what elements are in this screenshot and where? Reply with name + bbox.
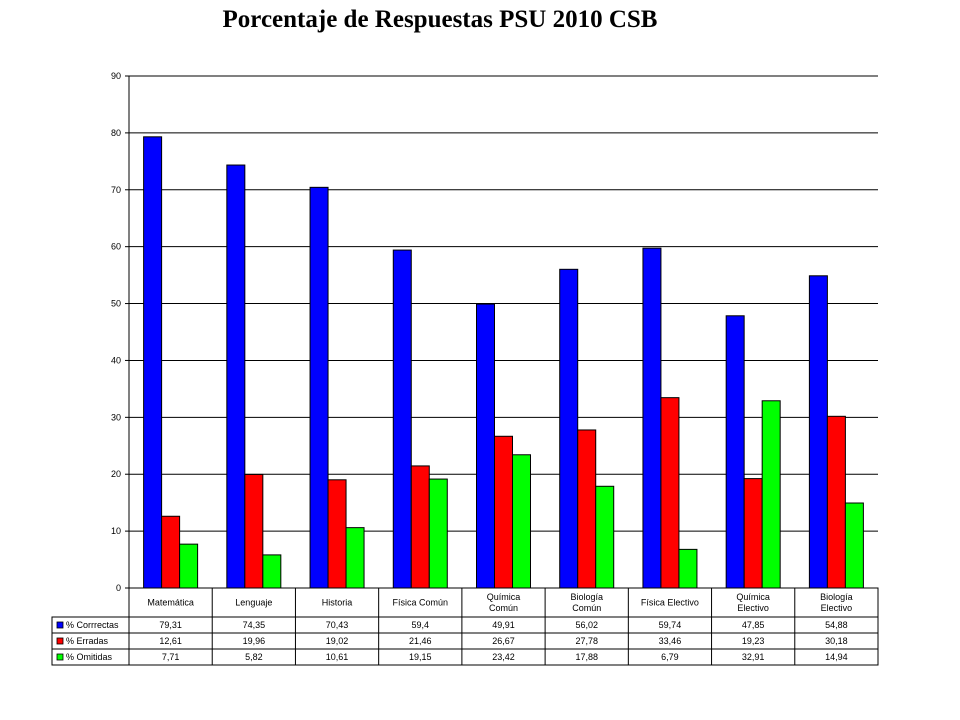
bar-omitidas xyxy=(761,400,781,589)
y-tick-label: 30 xyxy=(111,412,121,422)
y-tick-label: 20 xyxy=(111,469,121,479)
data-table-value: 21,46 xyxy=(409,636,432,646)
data-table-value: 7,71 xyxy=(162,652,180,662)
bar-erradas xyxy=(161,515,181,589)
bar-omitidas xyxy=(179,543,199,589)
y-tick-label: 70 xyxy=(111,185,121,195)
legend-series-name: % Omitidas xyxy=(66,652,113,662)
data-table-value: 10,61 xyxy=(326,652,349,662)
data-table-value: 70,43 xyxy=(326,620,349,630)
legend-series-name: % Erradas xyxy=(66,636,109,646)
y-tick-label: 0 xyxy=(116,583,121,593)
bar-correctas xyxy=(143,136,163,589)
data-table-value: 79,31 xyxy=(159,620,182,630)
category-label: Lenguaje xyxy=(235,598,272,608)
category-label: Física Electivo xyxy=(641,598,699,608)
data-table-value: 56,02 xyxy=(575,620,598,630)
data-table-value: 74,35 xyxy=(243,620,266,630)
data-table-value: 32,91 xyxy=(742,652,765,662)
data-table-value: 23,42 xyxy=(492,652,515,662)
bar-omitidas xyxy=(595,485,615,589)
bar-correctas xyxy=(559,268,579,589)
bar-correctas xyxy=(476,303,495,589)
bar-erradas xyxy=(660,397,680,589)
legend-swatch xyxy=(56,637,64,645)
bar-correctas xyxy=(725,315,745,589)
bar-erradas xyxy=(410,465,430,589)
bar-erradas xyxy=(244,473,264,589)
legend-swatch xyxy=(56,653,64,661)
data-table-value: 59,74 xyxy=(659,620,682,630)
y-tick-label: 60 xyxy=(111,242,121,252)
data-table-value: 19,96 xyxy=(243,636,266,646)
category-label: Química xyxy=(736,592,770,602)
data-table-value: 54,88 xyxy=(825,620,848,630)
data-table-value: 59,4 xyxy=(412,620,430,630)
category-label: Química xyxy=(487,592,521,602)
bar-erradas xyxy=(494,435,513,589)
data-table-value: 30,18 xyxy=(825,636,848,646)
data-table-value: 19,23 xyxy=(742,636,765,646)
bar-omitidas xyxy=(678,548,698,589)
bar-erradas xyxy=(577,429,597,589)
bar-erradas xyxy=(327,479,347,589)
category-label: Común xyxy=(489,603,518,613)
data-table-value: 12,61 xyxy=(159,636,182,646)
y-tick-label: 90 xyxy=(111,71,121,81)
bar-omitidas xyxy=(512,454,531,589)
data-table-value: 14,94 xyxy=(825,652,848,662)
bar-erradas xyxy=(826,415,846,589)
data-table-value: 17,88 xyxy=(575,652,598,662)
data-table-value: 27,78 xyxy=(575,636,598,646)
bar-correctas xyxy=(642,247,662,589)
legend-series-name: % Corrrectas xyxy=(66,620,119,630)
data-table-value: 47,85 xyxy=(742,620,765,630)
bar-correctas xyxy=(808,275,828,589)
category-label: Biología xyxy=(570,592,603,602)
bar-omitidas xyxy=(844,502,864,589)
data-table-value: 19,02 xyxy=(326,636,349,646)
data-table-value: 5,82 xyxy=(245,652,263,662)
category-label: Matemática xyxy=(147,598,194,608)
bar-correctas xyxy=(392,249,412,589)
y-tick-label: 40 xyxy=(111,355,121,365)
category-label: Física Común xyxy=(393,598,449,608)
legend-swatch xyxy=(56,621,64,629)
category-label: Electivo xyxy=(737,603,769,613)
bar-omitidas xyxy=(345,527,365,589)
bar-erradas xyxy=(743,478,763,589)
bar-omitidas xyxy=(262,554,282,589)
category-label: Común xyxy=(572,603,601,613)
category-label: Electivo xyxy=(821,603,853,613)
y-tick-label: 50 xyxy=(111,299,121,309)
data-table-value: 33,46 xyxy=(659,636,682,646)
data-table-value: 6,79 xyxy=(661,652,679,662)
data-table-value: 19,15 xyxy=(409,652,432,662)
bar-correctas xyxy=(309,186,329,589)
y-tick-label: 80 xyxy=(111,128,121,138)
bar-correctas xyxy=(226,164,246,589)
category-label: Biología xyxy=(820,592,853,602)
data-table-value: 26,67 xyxy=(492,636,515,646)
bar-omitidas xyxy=(428,478,448,589)
y-tick-label: 10 xyxy=(111,526,121,536)
chart-title: Porcentaje de Respuestas PSU 2010 CSB xyxy=(222,6,658,33)
data-table-value: 49,91 xyxy=(492,620,515,630)
category-label: Historia xyxy=(322,598,353,608)
